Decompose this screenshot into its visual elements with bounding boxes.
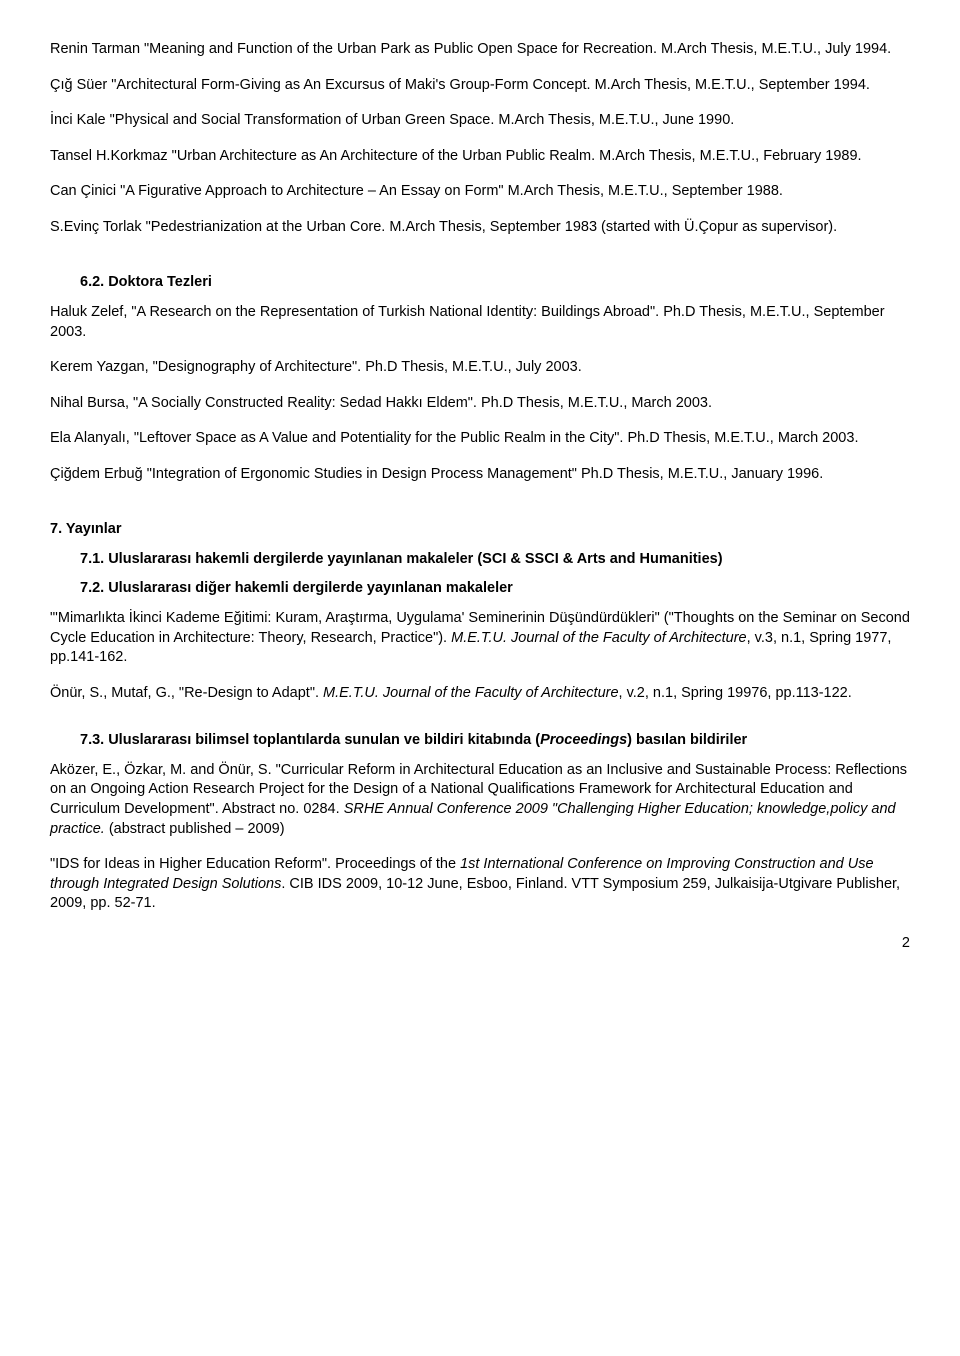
heading-text: 7.3. Uluslararası bilimsel toplantılarda… bbox=[80, 732, 540, 748]
proceedings-entry: "IDS for Ideas in Higher Education Refor… bbox=[50, 855, 910, 914]
pub-text: Önür, S., Mutaf, G., "Re-Design to Adapt… bbox=[50, 685, 323, 701]
section-heading-7-1: 7.1. Uluslararası hakemli dergilerde yay… bbox=[50, 550, 910, 570]
proceedings-entry: Aközer, E., Özkar, M. and Önür, S. "Curr… bbox=[50, 761, 910, 839]
heading-italic: Proceedings bbox=[540, 732, 627, 748]
phd-entry: Ela Alanyalı, "Leftover Space as A Value… bbox=[50, 429, 910, 449]
pub-text: , v.2, n.1, Spring 19976, pp.113-122. bbox=[619, 685, 852, 701]
thesis-entry: Çığ Süer "Architectural Form-Giving as A… bbox=[50, 76, 910, 96]
page-number: 2 bbox=[50, 934, 910, 954]
pub-journal: M.E.T.U. Journal of the Faculty of Archi… bbox=[451, 630, 747, 646]
publication-entry: Önür, S., Mutaf, G., "Re-Design to Adapt… bbox=[50, 684, 910, 704]
thesis-entry: Renin Tarman "Meaning and Function of th… bbox=[50, 40, 910, 60]
phd-entry: Nihal Bursa, "A Socially Constructed Rea… bbox=[50, 394, 910, 414]
pub-text: "IDS for Ideas in Higher Education Refor… bbox=[50, 856, 460, 872]
section-heading-7-2: 7.2. Uluslararası diğer hakemli dergiler… bbox=[50, 579, 910, 599]
section-heading-6-2: 6.2. Doktora Tezleri bbox=[50, 273, 910, 293]
publication-entry: "'Mimarlıkta İkinci Kademe Eğitimi: Kura… bbox=[50, 609, 910, 668]
thesis-entry: Tansel H.Korkmaz "Urban Architecture as … bbox=[50, 147, 910, 167]
thesis-entry: S.Evinç Torlak "Pedestrianization at the… bbox=[50, 218, 910, 238]
phd-entry: Kerem Yazgan, "Designography of Architec… bbox=[50, 358, 910, 378]
phd-entry: Haluk Zelef, "A Research on the Represen… bbox=[50, 303, 910, 342]
section-heading-7-3: 7.3. Uluslararası bilimsel toplantılarda… bbox=[50, 731, 910, 751]
thesis-entry: Can Çinici "A Figurative Approach to Arc… bbox=[50, 182, 910, 202]
pub-text: (abstract published – 2009) bbox=[105, 821, 285, 837]
thesis-entry: İnci Kale "Physical and Social Transform… bbox=[50, 111, 910, 131]
section-heading-7: 7. Yayınlar bbox=[50, 520, 910, 540]
phd-entry: Çiğdem Erbuğ "Integration of Ergonomic S… bbox=[50, 465, 910, 485]
heading-text: ) basılan bildiriler bbox=[627, 732, 747, 748]
pub-journal: M.E.T.U. Journal of the Faculty of Archi… bbox=[323, 685, 619, 701]
